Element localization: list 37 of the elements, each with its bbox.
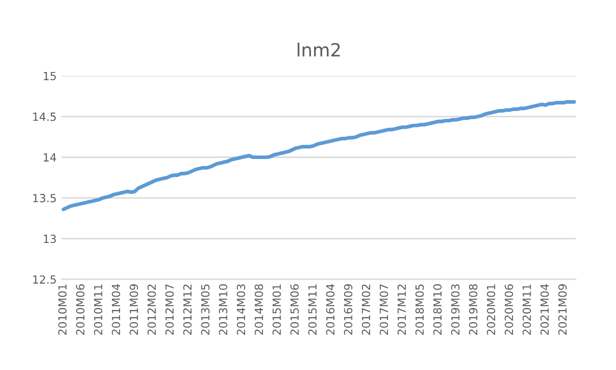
x-tick-label: 2011M09 — [130, 284, 138, 335]
y-tick-label: 15 — [44, 72, 56, 80]
line-series — [62, 100, 576, 212]
x-tick-label: 2017M07 — [380, 284, 388, 335]
x-tick-label: 2012M02 — [148, 284, 156, 335]
x-tick-label: 2018M10 — [433, 284, 442, 335]
x-tick-label: 2017M02 — [362, 284, 370, 335]
x-tick-label: 2020M06 — [504, 284, 514, 335]
x-tick-label: 2014M08 — [254, 284, 264, 335]
x-tick-label: 2010M11 — [94, 284, 102, 335]
y-tick-label: 14 — [44, 153, 56, 162]
x-tick-label: 2021M09 — [558, 284, 567, 335]
x-tick-label: 2013M10 — [218, 284, 228, 335]
x-tick-label: 2012M12 — [183, 284, 192, 335]
y-tick-label: 13.5 — [33, 194, 56, 202]
x-tick-label: 2017M12 — [398, 284, 406, 335]
x-tick-label: 2021M04 — [540, 284, 549, 335]
x-tick-label: 2016M04 — [326, 284, 335, 335]
x-tick-label: 2011M04 — [112, 284, 120, 335]
x-tick-label: 2010M01 — [58, 284, 67, 335]
x-tick-label: 2020M01 — [486, 284, 496, 335]
x-tick-label: 2020M11 — [522, 284, 531, 335]
x-tick-label: 2010M06 — [76, 284, 84, 335]
x-tick-label: 2019M03 — [451, 284, 460, 335]
x-tick-label: 2013M05 — [201, 284, 210, 335]
y-tick-label: 14.5 — [33, 112, 56, 121]
chart-title: lnm2 — [298, 42, 340, 56]
x-tick-label: 2012M07 — [165, 284, 174, 335]
x-tick-label: 2019M08 — [468, 284, 478, 335]
x-tick-label: 2015M01 — [272, 284, 281, 335]
y-tick-label: 13 — [44, 234, 56, 244]
x-tick-label: 2016M09 — [344, 284, 352, 335]
x-tick-label: 2018M05 — [415, 284, 424, 335]
x-tick-label: 2015M06 — [290, 284, 299, 335]
x-tick-label: 2014M03 — [236, 284, 246, 335]
y-tick-label: 12.5 — [33, 275, 56, 284]
x-tick-label: 2015M11 — [308, 284, 317, 335]
